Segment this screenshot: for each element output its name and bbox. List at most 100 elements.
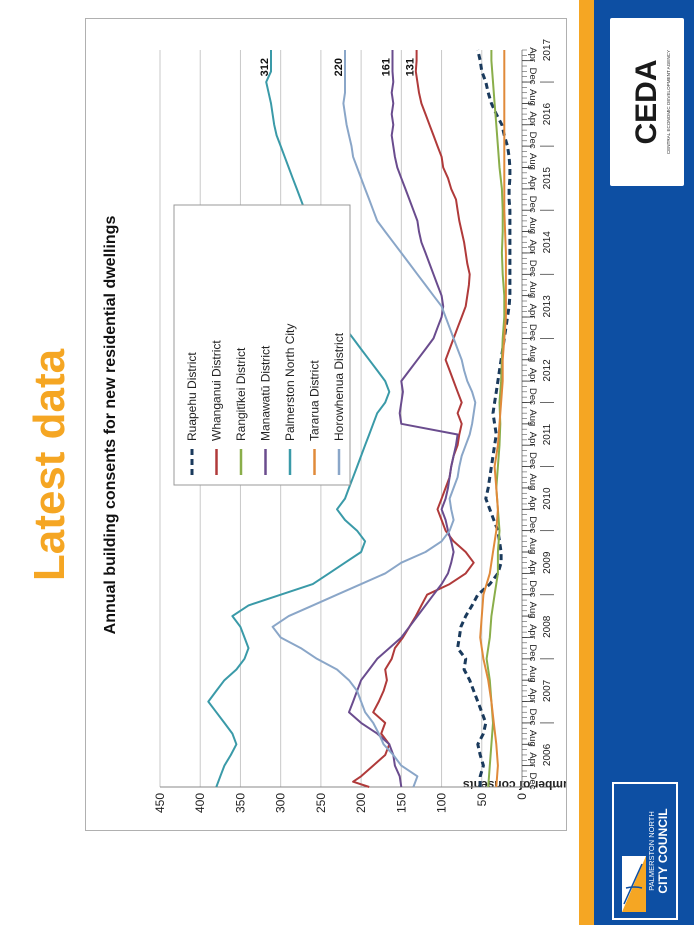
x-month-label: Aug: [527, 602, 538, 619]
x-year-label: 2007: [542, 679, 553, 702]
x-year-label: 2016: [542, 103, 553, 126]
x-month-label: Dec: [527, 773, 538, 790]
legend-entry: Ruapehu District: [185, 352, 199, 441]
x-month-label: Dec: [527, 452, 538, 469]
series-line-4: [207, 50, 391, 788]
y-tick-label: 200: [354, 793, 368, 813]
y-tick-label: 100: [435, 793, 449, 813]
orange-stripe: [579, 0, 594, 925]
x-month-label: Aug: [527, 473, 538, 490]
y-tick-label: 400: [193, 793, 207, 813]
ceda-logo-text: CEDA: [630, 59, 663, 144]
legend-entry: Whanganui District: [210, 340, 224, 441]
x-year-label: 2015: [542, 167, 553, 190]
y-tick-label: 450: [153, 793, 167, 813]
series-line-5: [479, 50, 507, 788]
slide-title-wrap: Latest data: [18, 300, 78, 630]
series-lines: [207, 49, 512, 788]
end-label: 220: [333, 58, 345, 76]
x-year-label: 2017: [542, 38, 553, 61]
x-month-label: Apr: [527, 111, 538, 126]
chart-frame: Annual building consents for new residen…: [85, 18, 579, 831]
x-month-label: Aug: [527, 89, 538, 106]
x-month-label: Apr: [527, 560, 538, 575]
x-year-label: 2009: [542, 551, 553, 574]
end-annotations: 312 220 161 131: [259, 58, 417, 76]
council-emblem-icon: [622, 856, 646, 912]
y-tick-label: 350: [233, 793, 247, 813]
x-year-label: 2011: [542, 423, 553, 445]
series-line-2: [485, 50, 506, 788]
x-month-label: Dec: [527, 68, 538, 85]
x-month-label: Dec: [527, 708, 538, 725]
y-tick-label: 150: [394, 793, 408, 813]
x-month-label: Dec: [527, 516, 538, 533]
x-year-label: 2014: [542, 231, 553, 254]
x-year-label: 2010: [542, 487, 553, 510]
council-name-line1: PALMERSTON NORTH: [647, 811, 656, 891]
x-year-label: 2006: [542, 743, 553, 766]
x-month-label: Apr: [527, 752, 538, 767]
x-month-label: Dec: [527, 132, 538, 149]
ceda-tagline: CENTRAL ECONOMIC DEVELOPMENT AGENCY: [666, 50, 671, 154]
x-month-label: Aug: [527, 730, 538, 747]
x-month-label: Aug: [527, 153, 538, 170]
slide-title: Latest data: [25, 348, 74, 581]
x-month-label: Apr: [527, 47, 538, 62]
ceda-logo: CEDA CENTRAL ECONOMIC DEVELOPMENT AGENCY: [610, 18, 684, 186]
y-axis-label: Number of consents: [463, 778, 566, 792]
x-month-label: Dec: [527, 196, 538, 213]
x-month-label: Aug: [527, 345, 538, 362]
x-month-label: Aug: [527, 409, 538, 426]
y-tick-labels: 0 50 100 150 200 250 300 350 400 450: [153, 793, 529, 813]
y-tick-label: 0: [515, 793, 529, 800]
x-month-label: Apr: [527, 624, 538, 639]
x-month-label: Aug: [527, 281, 538, 298]
council-logo-graphic: PALMERSTON NORTH CITY COUNCIL: [622, 808, 670, 912]
end-label: 131: [405, 58, 417, 76]
y-tick-label: 50: [475, 793, 489, 807]
x-month-label: Dec: [527, 260, 538, 277]
y-tick-label: 250: [314, 793, 328, 813]
x-month-label: Apr: [527, 496, 538, 511]
x-month-label: Apr: [527, 432, 538, 447]
legend-box: [173, 204, 351, 486]
y-tick-label: 300: [274, 793, 288, 813]
legend-entry: Tararua District: [308, 360, 322, 441]
x-axis: Dec Apr Aug Dec Apr Aug Dec Apr Aug Dec Apr Aug Dec A…: [522, 38, 554, 790]
council-logo: PALMERSTON NORTH CITY COUNCIL: [612, 782, 678, 920]
x-month-label: Aug: [527, 538, 538, 555]
x-month-label: Aug: [527, 217, 538, 234]
x-month-label: Dec: [527, 388, 538, 405]
ceda-logo-graphic: CEDA CENTRAL ECONOMIC DEVELOPMENT AGENCY: [630, 50, 671, 154]
council-name-line2: CITY COUNCIL: [656, 808, 670, 893]
x-month-label: Apr: [527, 688, 538, 703]
legend-entry: Rangitīkei District: [234, 347, 248, 441]
series-line-3: [348, 50, 459, 788]
x-month-label: Dec: [527, 324, 538, 341]
legend-entry: Palmerston North City: [283, 324, 297, 441]
x-month-label: Apr: [527, 368, 538, 383]
x-month-label: Aug: [527, 666, 538, 683]
x-month-label: Apr: [527, 175, 538, 190]
x-year-label: 2013: [542, 295, 553, 318]
chart-title: Annual building consents for new residen…: [102, 216, 119, 635]
series-line-1: [352, 50, 475, 788]
x-month-label: Dec: [527, 580, 538, 597]
legend: Ruapehu District Whanganui District Rangit…: [173, 204, 351, 486]
chart-svg: Annual building consents for new residen…: [102, 38, 579, 813]
chart-rotated-group: Annual building consents for new residen…: [102, 38, 579, 813]
series-line-6: [271, 50, 477, 788]
x-year-label: 2008: [542, 615, 553, 638]
legend-entry: Horowhenua District: [332, 332, 346, 441]
x-month-label: Apr: [527, 304, 538, 319]
x-year-label: 2012: [542, 359, 553, 382]
series-line-0: [456, 49, 512, 787]
x-month-label: Dec: [527, 644, 538, 661]
end-label: 312: [259, 58, 271, 76]
x-month-label: Apr: [527, 240, 538, 255]
legend-entry: Manawatū District: [259, 345, 273, 441]
end-label: 161: [380, 58, 392, 76]
slide-title-graphic: Latest data: [25, 348, 74, 581]
